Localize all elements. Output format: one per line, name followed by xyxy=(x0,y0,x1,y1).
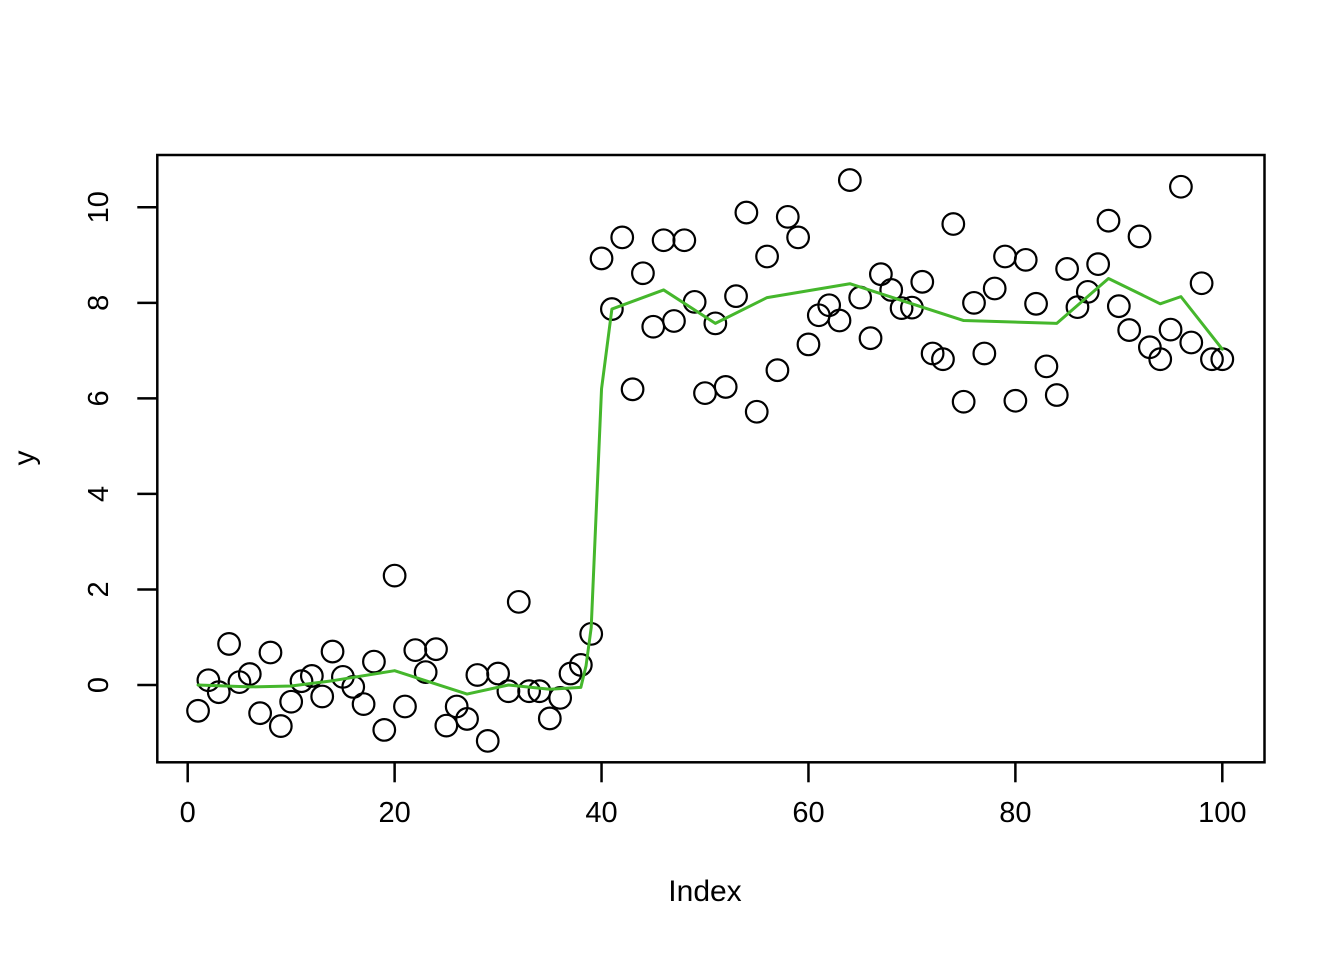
data-point xyxy=(1200,347,1224,372)
data-point xyxy=(1003,388,1028,413)
x-tick-label: 80 xyxy=(999,797,1031,829)
data-point xyxy=(248,701,273,726)
y-tick-label: 8 xyxy=(83,295,115,311)
data-point xyxy=(413,660,438,685)
data-point xyxy=(827,308,852,333)
data-point xyxy=(320,639,345,664)
y-tick-label: 4 xyxy=(83,486,115,502)
data-point xyxy=(744,399,769,424)
data-point xyxy=(734,200,759,225)
data-point xyxy=(1169,174,1193,199)
data-point xyxy=(486,661,510,686)
data-point xyxy=(1117,318,1142,342)
data-point xyxy=(931,347,955,372)
y-tick-label: 2 xyxy=(83,581,115,597)
data-point xyxy=(755,244,779,269)
x-tick-label: 20 xyxy=(378,797,410,829)
data-point xyxy=(299,664,324,688)
data-point xyxy=(279,689,304,714)
data-point xyxy=(651,228,676,253)
data-point xyxy=(1013,247,1038,272)
data-point xyxy=(537,706,562,731)
smoother-line xyxy=(196,276,1224,696)
data-point xyxy=(941,212,966,236)
data-point xyxy=(589,246,614,271)
data-point xyxy=(568,653,593,677)
data-point xyxy=(972,341,997,366)
y-tick-label: 10 xyxy=(83,191,115,223)
data-point xyxy=(206,680,231,705)
data-point xyxy=(662,309,686,333)
data-point xyxy=(258,640,283,665)
data-point xyxy=(527,679,552,704)
data-point xyxy=(879,278,904,302)
data-point xyxy=(1158,317,1183,342)
x-tick-label: 100 xyxy=(1198,797,1246,829)
data-point xyxy=(1055,257,1080,281)
data-point xyxy=(1044,383,1069,407)
data-point xyxy=(951,389,976,414)
data-point xyxy=(455,707,479,731)
data-point xyxy=(393,694,417,719)
data-point xyxy=(1024,291,1048,316)
data-point xyxy=(775,204,800,229)
x-tick-label: 60 xyxy=(792,797,824,829)
data-point xyxy=(713,375,738,399)
data-point xyxy=(548,685,573,710)
data-point xyxy=(962,290,986,315)
data-point xyxy=(465,663,490,687)
data-point xyxy=(1127,224,1152,249)
data-point xyxy=(1096,208,1121,233)
data-point xyxy=(982,276,1007,301)
data-point xyxy=(641,314,666,339)
data-point xyxy=(837,168,862,192)
data-point xyxy=(703,311,728,336)
data-point xyxy=(351,692,376,717)
data-point xyxy=(372,718,397,742)
y-tick-label: 0 xyxy=(83,677,115,693)
data-point xyxy=(268,714,293,738)
data-point xyxy=(517,679,542,704)
data-point xyxy=(217,632,241,656)
data-point xyxy=(1106,294,1131,319)
data-point xyxy=(796,332,821,357)
data-point xyxy=(424,637,448,662)
data-point xyxy=(868,262,893,287)
data-point xyxy=(993,244,1017,269)
data-point xyxy=(610,225,635,250)
data-point xyxy=(858,326,883,351)
data-point xyxy=(403,638,428,663)
y-tick-label: 6 xyxy=(83,390,115,406)
data-point xyxy=(1189,271,1214,296)
data-point xyxy=(237,662,262,686)
data-point xyxy=(889,296,914,320)
data-point xyxy=(434,713,459,738)
data-point xyxy=(910,269,935,294)
data-point xyxy=(310,684,335,709)
data-point xyxy=(672,228,697,253)
data-point xyxy=(475,728,500,753)
x-tick-label: 40 xyxy=(585,797,617,829)
data-point xyxy=(620,377,645,402)
data-point xyxy=(506,589,531,614)
data-point xyxy=(186,698,210,723)
data-point xyxy=(786,225,811,250)
x-axis-title: Index xyxy=(668,875,741,908)
data-point xyxy=(1075,279,1100,304)
data-point xyxy=(631,261,655,286)
plot-frame xyxy=(156,153,1266,764)
data-point xyxy=(1148,347,1173,372)
data-point xyxy=(1179,330,1204,355)
data-point xyxy=(362,649,386,674)
data-point xyxy=(693,381,717,406)
data-point xyxy=(724,284,748,309)
data-point xyxy=(1034,354,1059,379)
y-axis-title: y xyxy=(8,451,41,466)
data-point xyxy=(382,563,407,588)
data-point xyxy=(1086,252,1111,277)
data-point xyxy=(765,358,790,383)
x-tick-label: 0 xyxy=(180,797,196,829)
